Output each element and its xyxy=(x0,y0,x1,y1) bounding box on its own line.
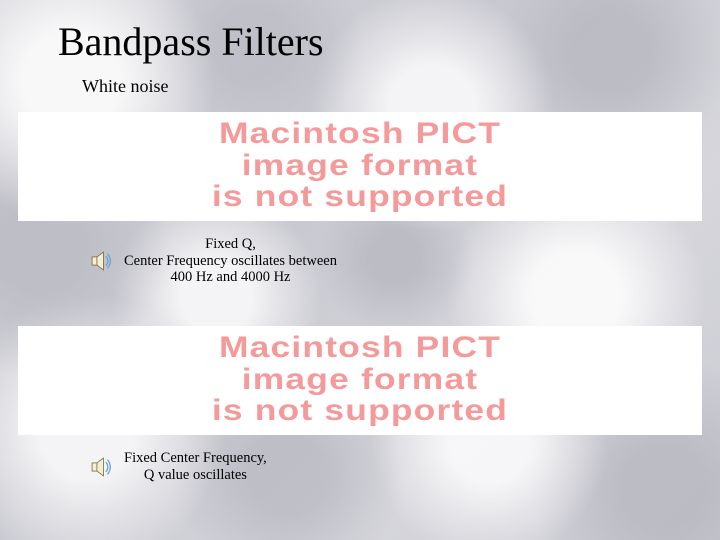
pict-error-line: Macintosh PICT xyxy=(0,332,720,364)
slide: Bandpass Filters White noise Macintosh P… xyxy=(0,0,720,540)
pict-error-line: Macintosh PICT xyxy=(0,118,720,150)
pict-error-box-1: Macintosh PICT image format is not suppo… xyxy=(18,112,702,221)
pict-error-line: image format xyxy=(0,150,720,182)
caption-line: Fixed Center Frequency, xyxy=(124,450,267,467)
pict-error-line: is not supported xyxy=(0,395,720,427)
caption-line: Center Frequency oscillates between xyxy=(124,253,337,270)
pict-error-line: image format xyxy=(0,364,720,396)
caption-line: Q value oscillates xyxy=(124,467,267,484)
caption-group-2: Fixed Center Frequency, Q value oscillat… xyxy=(88,450,267,483)
speaker-icon[interactable] xyxy=(88,454,114,480)
pict-error-line: is not supported xyxy=(0,181,720,213)
page-title: Bandpass Filters xyxy=(58,18,324,65)
caption-2: Fixed Center Frequency, Q value oscillat… xyxy=(124,450,267,483)
caption-1: Fixed Q, Center Frequency oscillates bet… xyxy=(124,236,337,286)
pict-error-box-2: Macintosh PICT image format is not suppo… xyxy=(18,326,702,435)
caption-line: 400 Hz and 4000 Hz xyxy=(124,269,337,286)
caption-line: Fixed Q, xyxy=(124,236,337,253)
speaker-icon[interactable] xyxy=(88,248,114,274)
subtitle: White noise xyxy=(82,76,168,97)
caption-group-1: Fixed Q, Center Frequency oscillates bet… xyxy=(88,236,337,286)
